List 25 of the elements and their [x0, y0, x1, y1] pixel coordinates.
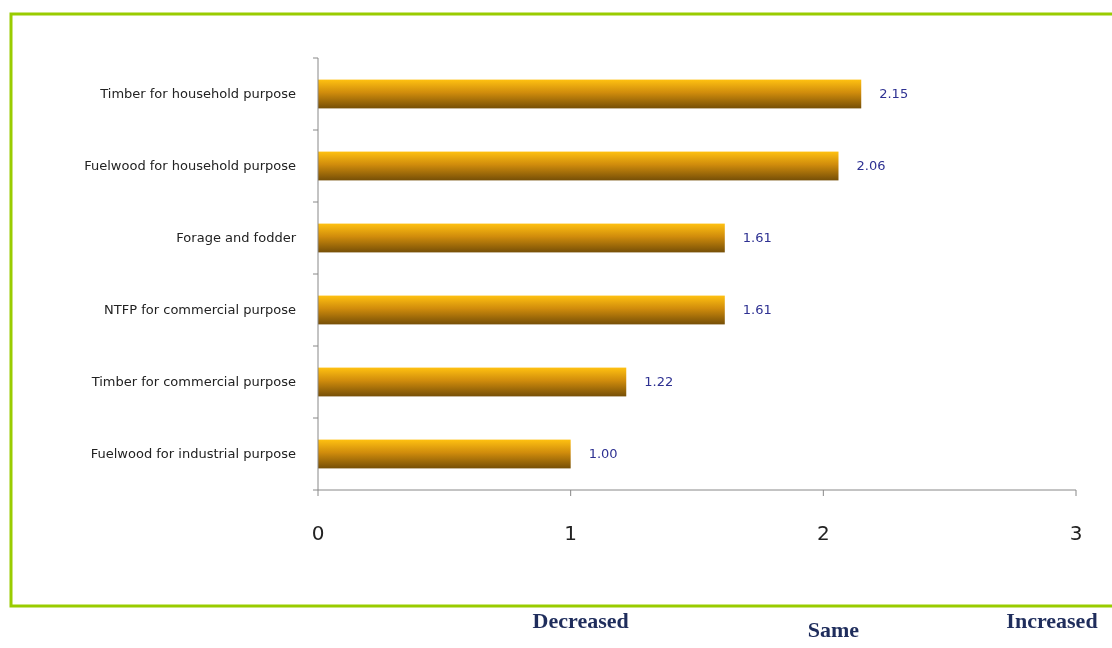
x-tick-label: 3 [1069, 521, 1083, 545]
data-label: 1.00 [588, 445, 618, 461]
y-tick-label: Fuelwood for household purpose [84, 157, 296, 173]
x-tick-label: 0 [311, 521, 325, 545]
data-label: 1.61 [742, 229, 772, 245]
text: Decreased [532, 608, 629, 633]
bar [318, 295, 725, 325]
data-label: 2.06 [856, 157, 886, 173]
text: Increased [1006, 608, 1098, 633]
text: Same [807, 617, 860, 642]
x-tick-label: 1 [564, 521, 578, 545]
y-tick-label: Timber for household purpose [99, 85, 296, 101]
bar [318, 79, 862, 109]
data-label: 1.61 [742, 301, 772, 317]
bar [318, 151, 839, 181]
bar [318, 367, 627, 397]
bar [318, 223, 725, 253]
y-tick-label: Fuelwood for industrial purpose [90, 445, 296, 461]
x-tick-label: 2 [816, 521, 830, 545]
y-tick-label: Timber for commercial purpose [90, 373, 296, 389]
y-tick-label: Forage and fodder [176, 229, 297, 245]
data-label: 1.22 [644, 373, 674, 389]
bar [318, 439, 571, 469]
y-tick-label: NTFP for commercial purpose [104, 301, 296, 317]
data-label: 2.15 [879, 85, 909, 101]
